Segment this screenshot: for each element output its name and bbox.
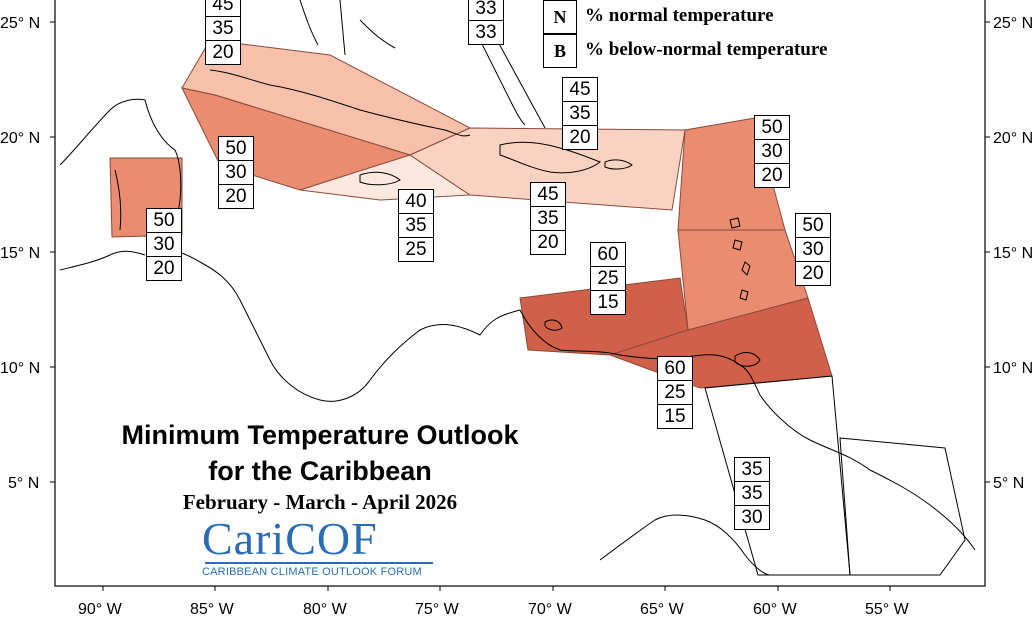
forecast-value-normal: 30 (755, 139, 789, 163)
forecast-box-turks-caicos: 45 35 20 (562, 77, 598, 150)
lon-label: 85° W (190, 601, 235, 618)
forecast-value-normal: 30 (796, 237, 830, 261)
forecast-value-above: 60 (597, 244, 619, 265)
lon-label: 75° W (415, 601, 460, 618)
leader-line-bahamas-west (339, 0, 346, 56)
forecast-value-normal: 25 (591, 266, 625, 290)
forecast-box-bahamas-east: 33 33 (468, 0, 504, 45)
leader-line-bahamas (496, 39, 546, 129)
region-guianas (704, 375, 851, 576)
lat-label-left: 15° N (0, 245, 40, 262)
map-frame (54, 0, 986, 587)
lon-label: 70° W (528, 601, 573, 618)
forecast-box-jamaica: 40 35 25 (398, 189, 434, 262)
lat-label-right: 10° N (993, 360, 1033, 377)
forecast-box-cuba: 50 30 20 (218, 136, 254, 209)
region-guianas-east (839, 437, 966, 576)
forecast-value-below: 20 (563, 125, 597, 149)
lon-label: 55° W (865, 601, 910, 618)
lat-label-right: 5° N (993, 475, 1024, 492)
forecast-value-below: 25 (399, 237, 433, 261)
forecast-value-below: 33 (469, 20, 503, 44)
forecast-value-above: 45 (569, 79, 591, 100)
caricof-logo: CariCOF (202, 513, 378, 564)
lon-label: 60° W (753, 601, 798, 618)
forecast-value-normal: 30 (147, 232, 181, 256)
forecast-value-normal: 35 (735, 481, 769, 505)
forecast-value-below: 20 (796, 261, 830, 285)
forecast-box-abc-islands: 60 25 15 (590, 242, 626, 315)
forecast-value-normal: 35 (531, 206, 565, 230)
forecast-value-above: 50 (761, 117, 783, 138)
caricof-tagline: CARIBBEAN CLIMATE OUTLOOK FORUM (202, 566, 422, 578)
forecast-value-below: 15 (591, 290, 625, 314)
forecast-box-leeward: 50 30 20 (754, 115, 790, 188)
lat-label-right: 25° N (993, 15, 1033, 32)
forecast-box-bahamas-west: 45 35 20 (205, 0, 241, 65)
forecast-value-above: 35 (741, 459, 763, 480)
legend-key-below: B (543, 34, 577, 68)
forecast-value-normal: 30 (219, 160, 253, 184)
forecast-value-above: 40 (405, 191, 427, 212)
lat-label-left: 10° N (0, 360, 40, 377)
forecast-value-below: 30 (735, 505, 769, 529)
forecast-value-below: 15 (658, 404, 692, 428)
forecast-value-below: 20 (147, 256, 181, 280)
coastlines (59, 0, 976, 576)
forecast-value-normal: 25 (658, 380, 692, 404)
forecast-value-normal: 33 (475, 0, 497, 19)
forecast-value-below: 20 (206, 40, 240, 64)
legend-key-normal: N (543, 0, 577, 34)
forecast-period: February - March - April 2026 (182, 490, 458, 514)
lat-label-right: 20° N (993, 130, 1033, 147)
axis-ticks (50, 21, 990, 591)
forecast-value-above: 50 (153, 210, 175, 231)
lon-label: 65° W (640, 601, 685, 618)
forecast-value-above: 45 (537, 184, 559, 205)
forecast-box-guianas: 35 35 30 (734, 457, 770, 530)
legend-text-normal: % normal temperature (585, 5, 774, 26)
lon-label: 80° W (303, 601, 348, 618)
lat-label-left: 25° N (0, 15, 40, 32)
forecast-value-above: 50 (802, 215, 824, 236)
lat-label-left: 20° N (0, 130, 40, 147)
forecast-box-trinidad: 60 25 15 (657, 356, 693, 429)
forecast-value-above: 60 (664, 358, 686, 379)
map-title: Minimum Temperature Outlook (121, 420, 519, 450)
legend-text-below: % below-normal temperature (585, 39, 828, 60)
forecast-box-windward: 50 30 20 (795, 213, 831, 286)
logo-underline (205, 562, 433, 564)
lat-label-left: 5° N (8, 475, 39, 492)
forecast-value-normal: 35 (563, 101, 597, 125)
forecast-value-below: 20 (531, 230, 565, 254)
forecast-value-below: 20 (755, 163, 789, 187)
lat-label-right: 15° N (993, 245, 1033, 262)
map-title-line2: for the Caribbean (208, 456, 432, 486)
forecast-box-belize: 50 30 20 (146, 208, 182, 281)
region-hispaniola (408, 127, 686, 211)
forecast-value-above: 50 (225, 138, 247, 159)
forecast-box-hispaniola: 45 35 20 (530, 182, 566, 255)
forecast-value-normal: 35 (206, 16, 240, 40)
forecast-value-below: 20 (219, 184, 253, 208)
forecast-value-above: 45 (212, 0, 234, 15)
forecast-value-normal: 35 (399, 213, 433, 237)
lon-label: 90° W (78, 601, 123, 618)
